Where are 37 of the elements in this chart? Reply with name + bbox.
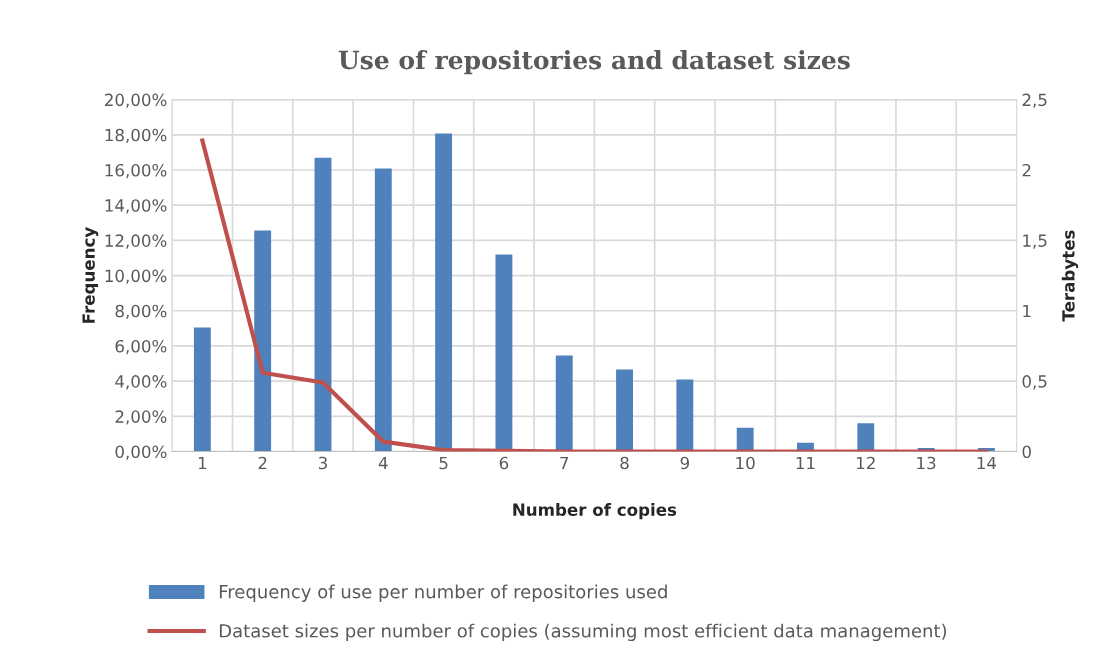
- y-tick-label: 14,00%: [105, 199, 167, 214]
- x-tick-label: 13: [917, 456, 936, 470]
- y-tick-label: 10,00%: [105, 269, 167, 284]
- x-tick-label: 5: [439, 456, 448, 470]
- y2-tick-label: 2,5: [1022, 93, 1047, 108]
- x-tick-label: 7: [560, 456, 569, 470]
- x-tick-label: 12: [857, 456, 875, 470]
- x-tick-label: 14: [977, 456, 997, 470]
- legend-label: Dataset sizes per number of copies (assuming most efficient data management): [219, 623, 947, 642]
- legend-label: Frequency of use per number of repositories used: [219, 584, 667, 602]
- x-tick-label: 11: [796, 456, 815, 470]
- x-tick-label: 10: [736, 456, 755, 470]
- y-tick-label: 20,00%: [105, 93, 167, 108]
- y2-axis-title: Terabytes: [1061, 230, 1079, 322]
- y-tick-label: 16,00%: [105, 163, 167, 179]
- y2-tick-label: 0: [1022, 445, 1031, 459]
- chart-title: Use of repositories and dataset sizes: [338, 50, 850, 75]
- y-tick-label: 2,00%: [115, 410, 167, 425]
- y-tick-label: 12,00%: [105, 234, 167, 249]
- y-tick-label: 0,00%: [115, 445, 167, 460]
- y2-tick-label: 0,5: [1022, 375, 1047, 390]
- x-tick-label: 6: [499, 456, 509, 470]
- y-tick-label: 18,00%: [105, 128, 167, 144]
- x-tick-label: 9: [680, 456, 689, 470]
- y-tick-label: 8,00%: [115, 304, 167, 320]
- y2-tick-label: 2: [1022, 163, 1031, 177]
- x-tick-label: 2: [258, 456, 267, 470]
- y-tick-label: 4,00%: [115, 375, 167, 390]
- y2-tick-label: 1: [1023, 304, 1031, 318]
- x-tick-label: 1: [198, 456, 207, 470]
- y-tick-label: 6,00%: [115, 339, 167, 355]
- y-axis-title: Frequency: [82, 227, 99, 323]
- x-axis-title: Number of copies: [513, 503, 677, 520]
- x-tick-label: 4: [378, 456, 388, 470]
- x-tick-label: 8: [620, 456, 629, 470]
- y2-tick-label: 1,5: [1023, 234, 1047, 249]
- x-tick-label: 3: [318, 456, 327, 470]
